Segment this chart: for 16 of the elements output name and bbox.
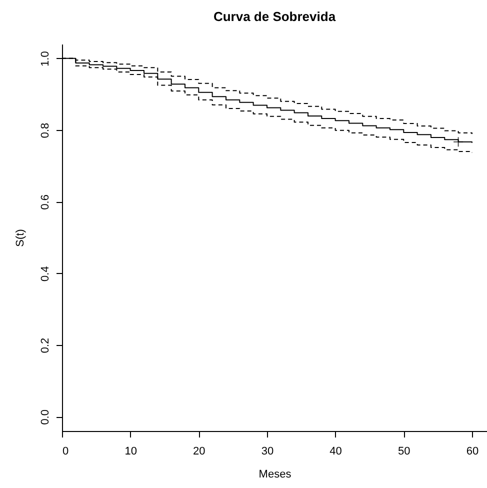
y-tick-label: 0.6 — [40, 194, 52, 210]
x-tick-label: 10 — [124, 446, 137, 458]
x-tick-label: 30 — [261, 446, 274, 458]
x-tick-label: 40 — [330, 446, 342, 458]
y-tick-label: 0.8 — [40, 122, 52, 138]
x-axis-title: Meses — [258, 468, 292, 480]
x-tick-label: 20 — [193, 446, 206, 458]
y-tick-label: 0.2 — [40, 338, 52, 354]
x-tick-label: 0 — [62, 446, 69, 458]
y-axis-title: S(t) — [14, 229, 26, 247]
y-tick-label: 0.0 — [40, 410, 52, 425]
y-tick-label: 0.4 — [40, 266, 52, 282]
chart-title: Curva de Sobrevida — [213, 9, 336, 24]
y-tick-label: 1.0 — [40, 51, 52, 66]
x-tick-label: 60 — [466, 446, 479, 458]
x-tick-label: 50 — [398, 446, 410, 458]
